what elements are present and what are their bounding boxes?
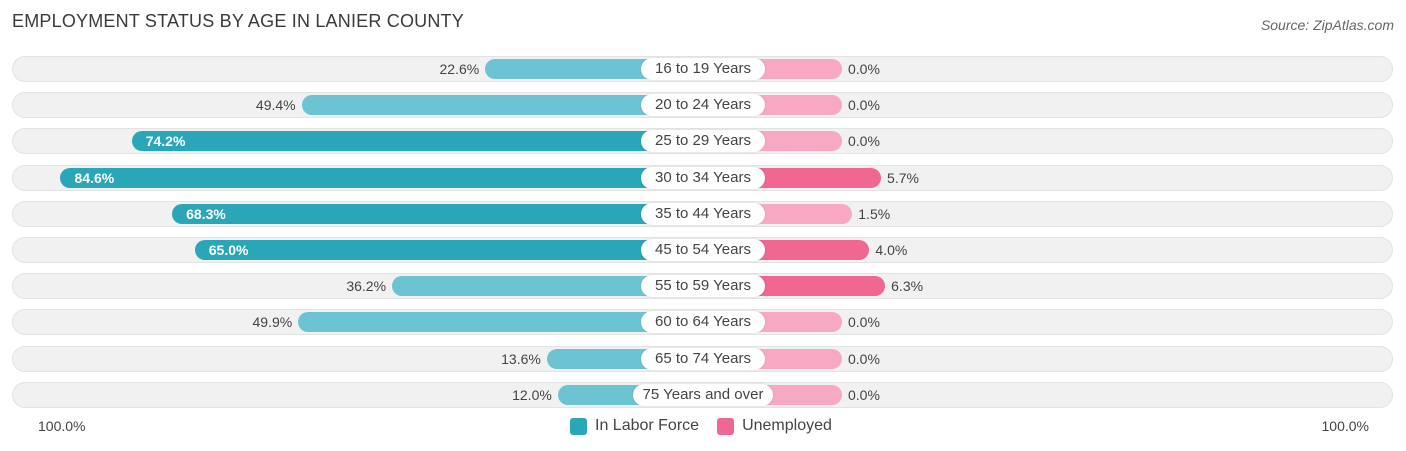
bar-labor-force-30-to-34-years[interactable] bbox=[60, 167, 703, 188]
value-label-unemployed-25-to-29-years: 0.0% bbox=[848, 133, 880, 150]
value-label-unemployed-60-to-64-years: 0.0% bbox=[848, 314, 880, 331]
bar-labor-force-45-to-54-years[interactable] bbox=[194, 240, 703, 260]
value-label-unemployed-55-to-59-years: 6.3% bbox=[891, 278, 924, 295]
legend-item-unemployed[interactable]: Unemployed bbox=[717, 417, 832, 435]
legend-item-labor-force[interactable]: In Labor Force bbox=[570, 417, 699, 435]
category-label-16-to-19-years: 16 to 19 Years bbox=[641, 58, 765, 80]
category-label-20-to-24-years: 20 to 24 Years bbox=[641, 94, 765, 117]
axis-left-label: 100.0% bbox=[38, 418, 86, 434]
value-label-labor-force-75-years-and-over: 12.0% bbox=[512, 386, 552, 403]
value-label-labor-force-30-to-34-years: 84.6% bbox=[74, 169, 115, 186]
category-label-30-to-34-years: 30 to 34 Years bbox=[641, 166, 765, 189]
value-label-labor-force-45-to-54-years: 65.0% bbox=[208, 242, 249, 258]
category-label-55-to-59-years: 55 to 59 Years bbox=[641, 275, 765, 298]
bar-labor-force-55-to-59-years[interactable] bbox=[392, 276, 703, 297]
value-label-unemployed-16-to-19-years: 0.0% bbox=[848, 61, 880, 77]
value-label-unemployed-45-to-54-years: 4.0% bbox=[875, 242, 908, 258]
bar-labor-force-25-to-29-years[interactable] bbox=[131, 131, 703, 152]
value-label-unemployed-35-to-44-years: 1.5% bbox=[858, 205, 891, 222]
value-label-unemployed-30-to-34-years: 5.7% bbox=[887, 169, 919, 186]
category-label-25-to-29-years: 25 to 29 Years bbox=[641, 130, 765, 153]
value-label-unemployed-75-years-and-over: 0.0% bbox=[848, 386, 880, 403]
bar-labor-force-60-to-64-years[interactable] bbox=[298, 312, 703, 333]
legend-swatch-unemployed bbox=[717, 417, 735, 435]
value-label-unemployed-20-to-24-years: 0.0% bbox=[848, 97, 880, 114]
legend: In Labor Force Unemployed bbox=[570, 416, 832, 436]
value-label-labor-force-20-to-24-years: 49.4% bbox=[255, 97, 296, 114]
legend-swatch-labor-force bbox=[570, 417, 587, 435]
source-credit: Source: ZipAtlas.com bbox=[1260, 17, 1394, 33]
category-label-75-years-and-over: 75 Years and over bbox=[633, 383, 773, 406]
category-label-45-to-54-years: 45 to 54 Years bbox=[641, 239, 765, 261]
category-label-35-to-44-years: 35 to 44 Years bbox=[641, 202, 765, 225]
value-label-labor-force-60-to-64-years: 49.9% bbox=[252, 314, 293, 331]
value-label-labor-force-55-to-59-years: 36.2% bbox=[346, 278, 387, 295]
category-label-65-to-74-years: 65 to 74 Years bbox=[641, 347, 765, 370]
bar-labor-force-20-to-24-years[interactable] bbox=[301, 95, 703, 116]
value-label-labor-force-16-to-19-years: 22.6% bbox=[439, 61, 480, 77]
axis-right-label: 100.0% bbox=[1321, 418, 1369, 434]
chart-title: EMPLOYMENT STATUS BY AGE IN LANIER COUNT… bbox=[12, 11, 464, 31]
legend-label-unemployed: Unemployed bbox=[742, 417, 832, 434]
value-label-unemployed-65-to-74-years: 0.0% bbox=[848, 350, 880, 367]
value-label-labor-force-65-to-74-years: 13.6% bbox=[501, 350, 541, 367]
value-label-labor-force-25-to-29-years: 74.2% bbox=[145, 133, 186, 150]
bar-labor-force-35-to-44-years[interactable] bbox=[172, 203, 703, 224]
value-label-labor-force-35-to-44-years: 68.3% bbox=[186, 205, 226, 222]
legend-label-labor-force: In Labor Force bbox=[595, 417, 700, 434]
category-label-60-to-64-years: 60 to 64 Years bbox=[641, 311, 765, 334]
